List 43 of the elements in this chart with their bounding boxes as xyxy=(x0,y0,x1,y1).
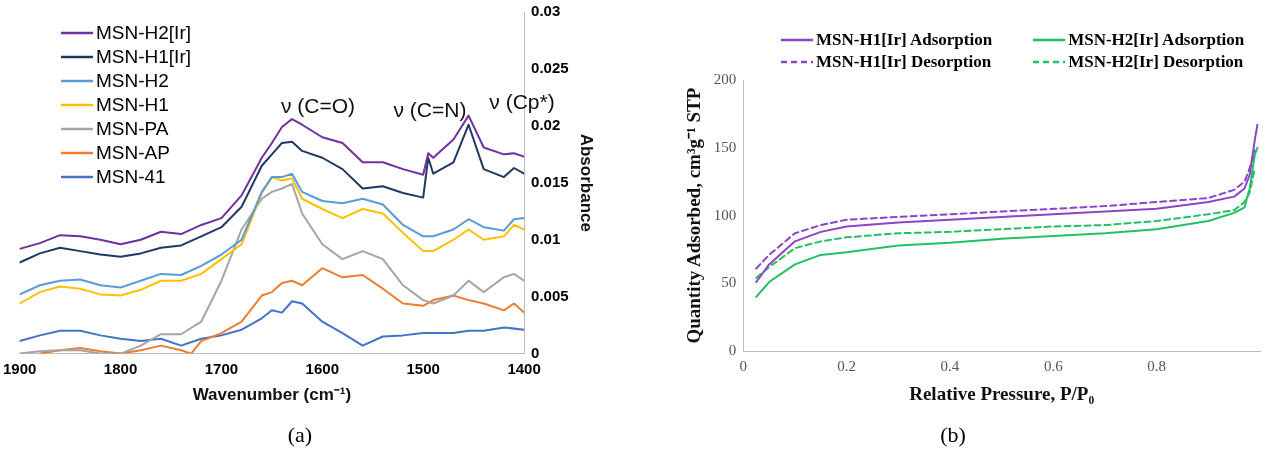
y-tick-label: 0.025 xyxy=(531,59,569,77)
legend-label: MSN-AP xyxy=(96,142,170,164)
x-tick-label: 0.8 xyxy=(1147,358,1167,375)
text: (a) xyxy=(286,422,314,448)
x-axis-title: Wavenumber (cm⁻¹) xyxy=(192,385,352,405)
y-tick-label: 150 xyxy=(713,138,737,155)
legend-label: MSN-H1[Ir] Desorption xyxy=(816,52,992,72)
y-tick-label: 0.005 xyxy=(531,286,569,304)
y-tick-label: 100 xyxy=(713,206,737,223)
text: (b) xyxy=(939,422,967,448)
y-tick-label: 0.01 xyxy=(531,229,561,247)
x-axis-title: Relative Pressure, P/P₀ xyxy=(909,382,1095,404)
y-tick-label: 0.015 xyxy=(531,172,569,190)
x-tick-label: 0 xyxy=(739,358,748,375)
x-tick-label: 1400 xyxy=(507,359,541,377)
x-tick-label: 1600 xyxy=(305,359,339,377)
annotation: ν (Cp*) xyxy=(489,90,555,114)
x-tick-label: 0.4 xyxy=(940,358,960,375)
legend-label: MSN-H2[Ir] Desorption xyxy=(1068,52,1244,72)
y-tick-label: 0.02 xyxy=(531,116,561,134)
x-tick-label: 1700 xyxy=(204,359,239,377)
annotation: ν (C=N) xyxy=(393,98,467,122)
y-tick-label: 0.03 xyxy=(531,2,561,20)
annotation: ν (C=O) xyxy=(280,94,356,118)
legend-label: MSN-H1[Ir] xyxy=(96,46,191,68)
legend-label: MSN-H1[Ir] Adsorption xyxy=(816,30,993,50)
y-tick-label: 0 xyxy=(728,342,737,359)
y-tick-label: 50 xyxy=(721,274,737,291)
legend-label: MSN-41 xyxy=(96,166,166,188)
x-tick-label: 1500 xyxy=(406,359,440,377)
x-tick-label: 0.2 xyxy=(837,358,857,375)
legend-label: MSN-H1 xyxy=(96,94,169,116)
x-tick-label: 0.6 xyxy=(1043,358,1064,375)
legend-label: MSN-H2[Ir] xyxy=(96,22,191,44)
y-tick-label: 200 xyxy=(713,70,737,87)
y-tick-label: 0 xyxy=(531,343,540,361)
y-axis-title: Absorbance xyxy=(577,133,597,232)
legend-label: MSN-PA xyxy=(96,118,169,140)
x-tick-label: 1900 xyxy=(3,359,37,377)
y-axis-title: Quantity Adsorbed, cm³g⁻¹ STP xyxy=(683,87,705,344)
x-tick-label: 1800 xyxy=(103,359,138,377)
legend-label: MSN-H2 xyxy=(96,70,169,92)
legend-label: MSN-H2[Ir] Adsorption xyxy=(1068,30,1245,50)
